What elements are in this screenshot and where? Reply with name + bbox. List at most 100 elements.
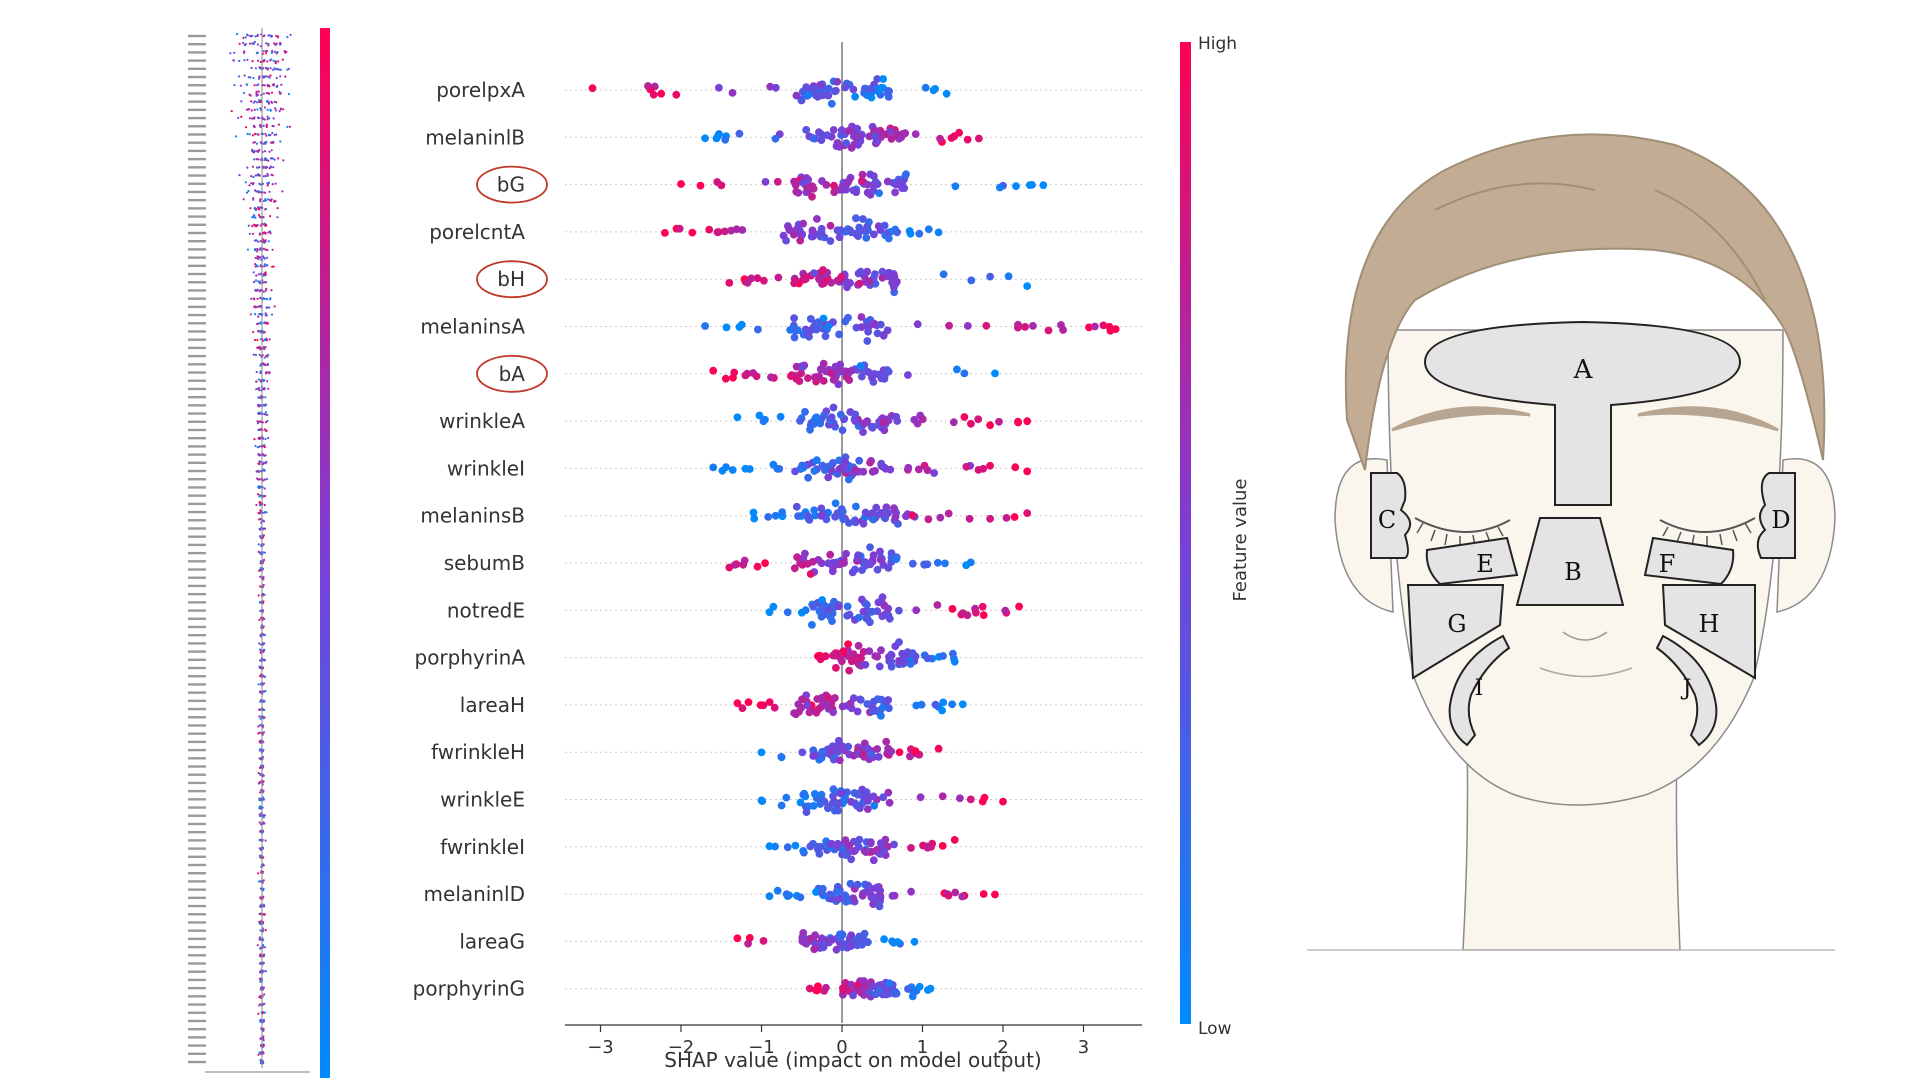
thumbnail-point [279,140,282,143]
thumbnail-point [257,478,260,481]
thumbnail-row-label [188,551,206,555]
thumbnail-point [285,50,288,54]
thumbnail-point [253,100,256,103]
thumbnail-point [256,944,259,947]
thumbnail-point [266,363,269,367]
shap-point [830,181,838,190]
thumbnail-point [274,200,277,203]
thumbnail-row-label [188,798,206,801]
shap-point [885,798,894,807]
thumbnail-row-label [188,699,206,703]
thumbnail-point [262,520,266,523]
thumbnail-point [262,1019,265,1023]
thumbnail-point [263,265,266,268]
shap-point [855,456,864,465]
thumbnail-point [262,796,265,799]
thumbnail-point [259,240,262,243]
thumbnail-point [265,223,268,226]
shap-point [792,375,801,383]
shap-point [859,607,868,616]
shap-point [888,937,896,946]
region-f [1643,536,1735,586]
thumbnail-point [264,142,267,145]
thumbnail-point [243,50,246,53]
thumbnail-row-label [188,322,206,325]
shap-point [838,657,846,666]
shap-point [743,278,752,287]
shap-point [761,178,770,186]
thumbnail-point [263,403,266,406]
shap-point [818,177,826,185]
thumbnail-point [259,364,262,367]
thumbnail-row-label [188,535,206,538]
shap-point [878,273,887,282]
thumbnail-point [257,315,260,318]
thumbnail-row-label [188,625,206,629]
x-tick-label: −1 [748,1037,775,1058]
shap-point [868,422,877,431]
thumbnail-point [286,125,289,128]
thumbnail-point [264,75,267,78]
region-label-f: F [1659,550,1676,578]
thumbnail-row-label [188,642,206,645]
shap-point [753,562,762,571]
shap-point [963,322,972,330]
thumbnail-point [248,133,251,136]
thumbnail-point [264,346,267,349]
thumbnail-point [262,166,265,169]
thumbnail-point [257,330,260,333]
thumbnail-point [262,814,265,817]
shap-point [815,128,823,137]
thumbnail-point [254,313,257,316]
thumbnail-point [257,207,260,210]
thumbnail-point [255,142,259,145]
shap-point [793,553,801,562]
thumbnail-point [270,149,273,152]
thumbnail-point [266,172,269,175]
thumbnail-point [259,814,262,818]
shap-point [843,367,852,376]
shap-point [854,613,863,622]
thumbnail-point [264,312,267,315]
thumbnail-point [257,158,260,161]
thumbnail-point [266,371,269,374]
shap-point [842,851,850,859]
shap-point [878,267,887,276]
shap-point [824,606,833,614]
thumbnail-point [259,552,262,556]
thumbnail-point [264,52,268,55]
shap-point [820,90,828,99]
thumbnail-row-label [188,617,206,620]
thumbnail-point [256,446,259,449]
thumbnail-point [277,157,280,160]
shap-point [834,602,843,611]
thumbnail-point [255,274,258,277]
thumbnail-point [263,617,266,621]
shap-point [869,551,878,560]
right-eye [1659,517,1756,533]
thumbnail-point [249,34,252,38]
shap-point [834,806,843,815]
thumbnail-row-label [188,198,206,202]
thumbnail-point [253,158,256,161]
shap-point [974,415,983,424]
thumbnail-point [275,42,278,45]
shap-point [966,795,975,804]
thumbnail-point [258,429,261,432]
thumbnail-point [262,346,266,349]
thumbnail-row-label [188,34,206,38]
feature-highlight-circle [476,260,548,299]
thumbnail-row-label [188,962,206,965]
thumbnail-point [267,353,270,356]
thumbnail-point [243,59,246,62]
thumbnail-point [256,133,259,136]
thumbnail-row-label [188,141,206,144]
shap-point [790,333,799,342]
shap-point [782,793,791,802]
thumbnail-point [262,124,265,127]
x-tick-label: 3 [1078,1037,1089,1058]
shap-point [810,945,819,954]
shap-point [827,413,836,422]
shap-point [869,186,878,195]
thumbnail-point [263,34,266,37]
